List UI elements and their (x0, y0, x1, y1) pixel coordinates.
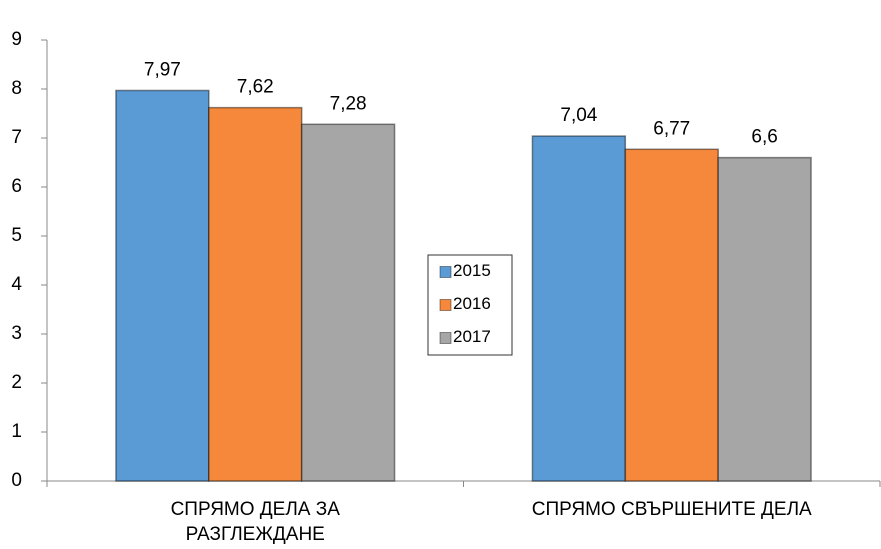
legend-label: 2016 (453, 294, 491, 313)
bar (531, 135, 627, 482)
x-tick-label: СПРЯМО ДЕЛА ЗА РАЗГЛЕЖДАНЕ (170, 499, 340, 545)
value-label: 6,6 (751, 127, 777, 148)
legend-swatch (439, 266, 452, 278)
bar (717, 156, 812, 482)
bar (208, 106, 303, 482)
y-tick-label: 8 (11, 78, 22, 99)
legend-label: 2017 (453, 327, 491, 346)
y-tick-label: 2 (11, 372, 22, 393)
x-tick-label: СПРЯМО СВЪРШЕНИТЕ ДЕЛА (531, 499, 812, 520)
legend-swatch (439, 332, 452, 344)
value-label: 7,04 (560, 105, 597, 126)
y-tick-label: 6 (11, 176, 22, 197)
bar (624, 148, 719, 482)
value-label: 7,28 (330, 93, 367, 114)
y-tick-label: 7 (11, 127, 22, 148)
bar (300, 123, 396, 482)
y-tick-label: 4 (11, 274, 22, 295)
value-label: 6,77 (653, 118, 690, 139)
legend-label: 2015 (453, 261, 491, 280)
y-tick-label: 9 (11, 29, 22, 50)
y-tick-label: 3 (11, 323, 22, 344)
y-tick-label: 1 (11, 421, 22, 442)
value-label: 7,62 (237, 77, 274, 98)
y-tick-label: 5 (11, 225, 22, 246)
bar (115, 89, 210, 482)
y-tick-label: 0 (11, 470, 22, 491)
value-label: 7,97 (144, 59, 181, 80)
legend-swatch (439, 299, 452, 311)
